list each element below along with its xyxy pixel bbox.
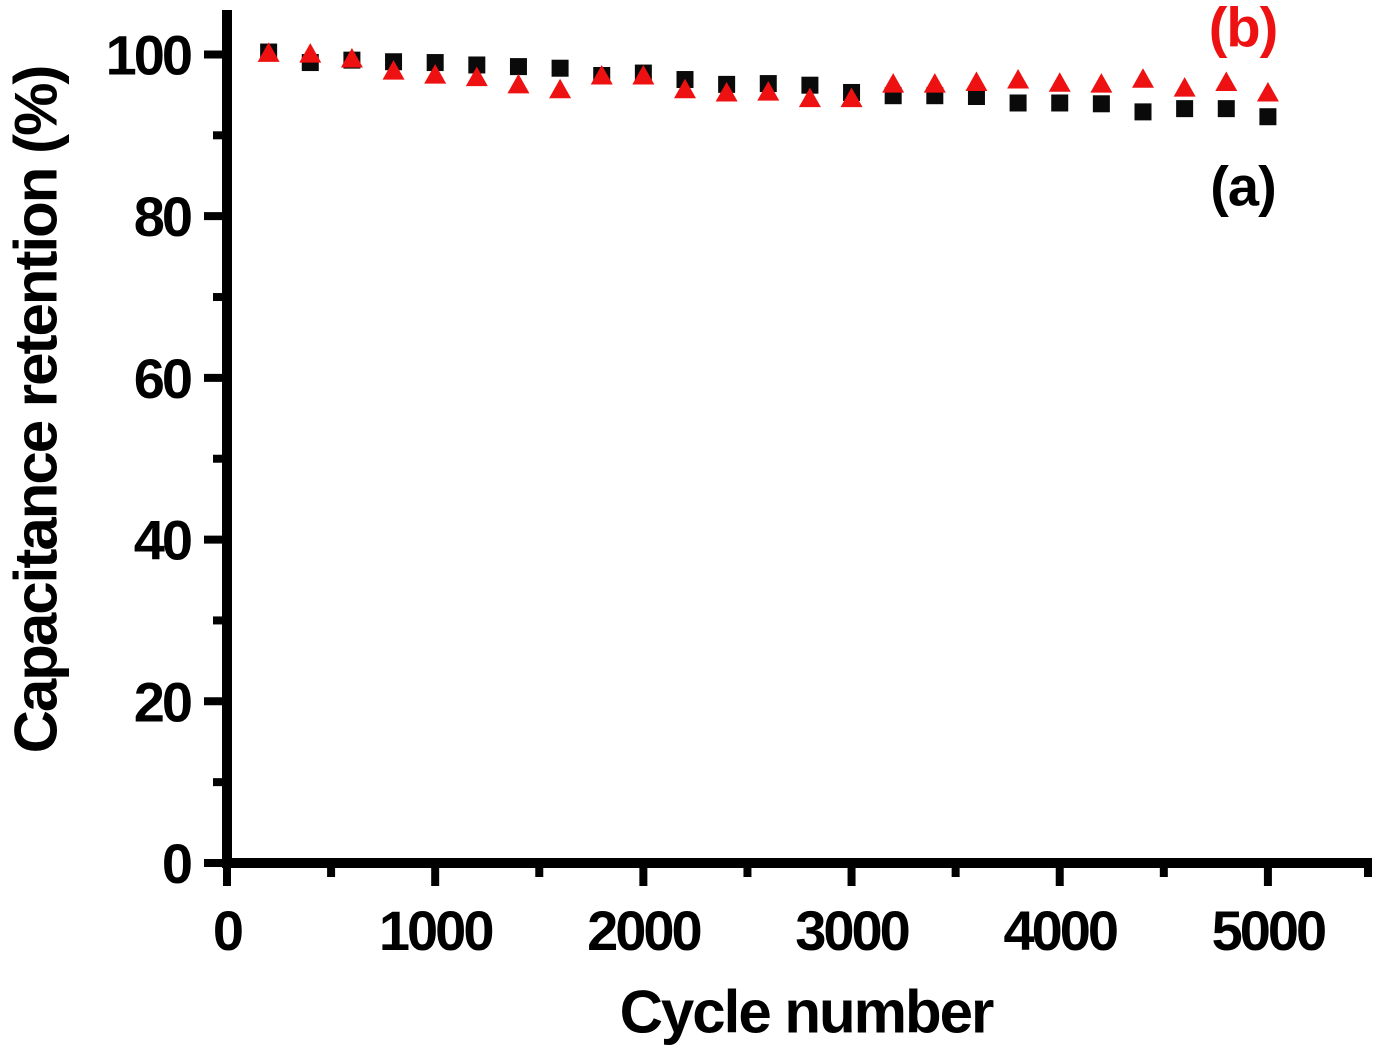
data-point-series-a — [426, 54, 444, 72]
data-point-series-b — [590, 64, 613, 85]
data-point-series-b — [632, 64, 655, 85]
x-tick-label: 1000 — [379, 899, 492, 962]
data-point-series-a — [1051, 94, 1069, 112]
x-tick-label: 5000 — [1212, 899, 1325, 962]
data-point-series-a — [801, 76, 819, 94]
y-tick-label: 20 — [134, 670, 191, 733]
data-point-series-a — [967, 88, 985, 106]
data-point-series-b — [257, 42, 280, 62]
data-point-series-b — [1215, 71, 1238, 91]
y-tick-label: 80 — [134, 185, 191, 248]
data-point-series-b — [1256, 81, 1279, 102]
data-point-series-b — [1090, 73, 1113, 93]
data-point-series-a — [468, 56, 486, 74]
data-point-series-b — [1007, 69, 1030, 89]
y-axis-title: Capacitance retention (%) — [2, 66, 70, 754]
data-point-series-a — [1092, 95, 1110, 113]
data-point-series-b — [674, 78, 696, 99]
data-point-series-b — [1132, 68, 1154, 88]
data-point-series-b — [424, 64, 447, 84]
data-point-series-b — [549, 78, 572, 99]
data-point-series-a — [1217, 100, 1235, 118]
data-point-series-b — [840, 87, 863, 108]
data-point-series-b — [507, 73, 530, 94]
data-point-series-a — [1009, 94, 1027, 112]
data-point-series-a — [551, 59, 569, 77]
data-point-series-b — [965, 71, 988, 91]
series-b-annotation: (b) — [1208, 0, 1279, 59]
data-point-series-a — [1176, 100, 1194, 118]
data-point-series-b — [299, 43, 322, 63]
data-point-series-b — [798, 87, 821, 108]
y-tick-label: 0 — [162, 832, 191, 895]
y-tick-label: 40 — [134, 509, 191, 572]
data-point-series-b — [465, 66, 488, 87]
data-point-series-b — [1048, 72, 1071, 92]
y-tick-label: 60 — [134, 347, 191, 410]
y-tick-label: 100 — [106, 23, 191, 86]
x-tick-label: 2000 — [587, 899, 700, 962]
data-point-series-b — [715, 81, 738, 102]
data-point-series-a — [1134, 103, 1152, 121]
data-point-series-a — [1259, 108, 1277, 126]
data-point-series-b — [340, 48, 363, 68]
x-tick-label: 3000 — [795, 899, 908, 962]
data-point-series-a — [509, 58, 527, 76]
series-a-annotation: (a) — [1210, 154, 1276, 218]
data-point-series-b — [382, 60, 405, 80]
data-point-series-b — [757, 81, 780, 101]
x-tick-label: 0 — [213, 899, 242, 962]
data-point-series-b — [882, 73, 905, 93]
x-tick-label: 4000 — [1003, 899, 1116, 962]
data-point-series-b — [923, 73, 946, 93]
x-axis-title: Cycle number — [619, 978, 995, 1045]
data-point-series-b — [1173, 77, 1196, 97]
